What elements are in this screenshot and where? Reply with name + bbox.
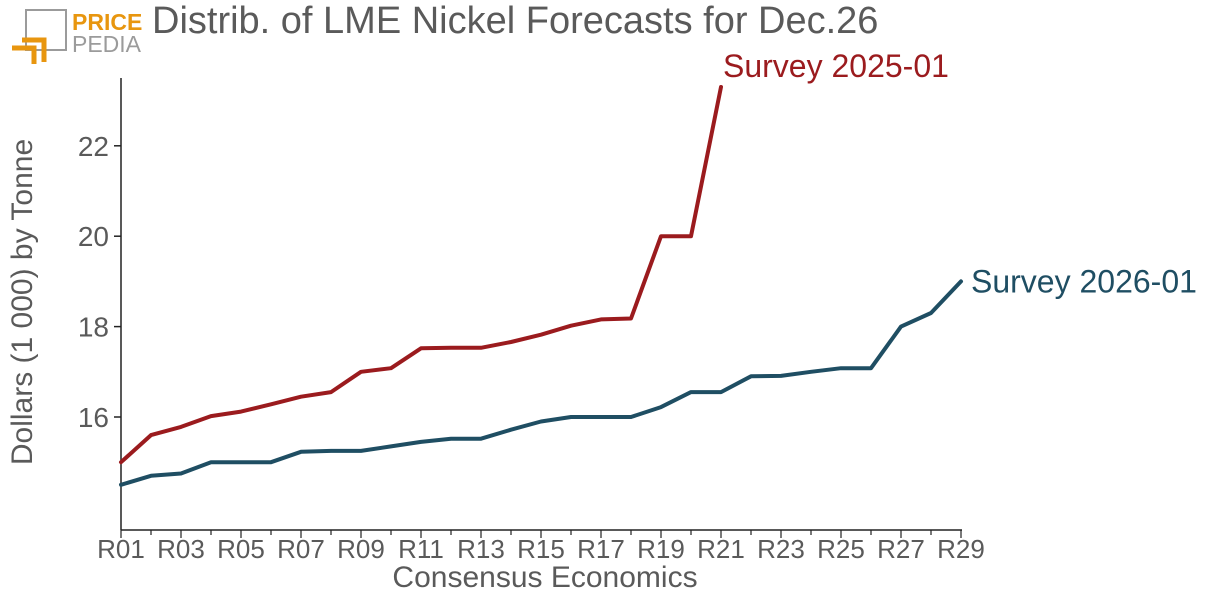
x-tick-label: R15: [517, 534, 565, 564]
series-label-2: Survey 2026-01: [971, 263, 1197, 299]
y-tick-label: 20: [78, 221, 109, 252]
x-tick-label: R01: [97, 534, 145, 564]
series-line-1: [119, 85, 723, 465]
chart-title: Distrib. of LME Nickel Forecasts for Dec…: [152, 0, 878, 42]
pricepedia-logo: PRICE PEDIA: [12, 9, 142, 64]
x-axis-ticks: R01 R03 R05 R07 R09 R11 R13 R15 R17 R19 R21 R23 R25 R…: [97, 530, 985, 564]
series-label-1: Survey 2025-01: [723, 48, 949, 84]
x-tick-label: R21: [697, 534, 745, 564]
logo-orange-bracket-small-icon: [12, 45, 37, 64]
x-tick-label: R19: [637, 534, 685, 564]
y-tick-label: 22: [78, 131, 109, 162]
y-axis-ticks: 16 18 20 22: [78, 131, 121, 433]
y-tick-label: 18: [78, 312, 109, 343]
y-axis-title: Dollars (1 000) by Tonne: [6, 139, 39, 465]
x-tick-label: R29: [937, 534, 985, 564]
logo-price-text: PRICE: [72, 9, 142, 35]
series-line-2: [119, 279, 963, 487]
x-axis-title: Consensus Economics: [392, 561, 697, 594]
logo-orange-bracket-icon: [22, 37, 47, 62]
x-tick-label: R03: [157, 534, 205, 564]
series-layer: Survey 2025-01 Survey 2026-01: [119, 48, 1197, 487]
x-tick-label: R13: [457, 534, 505, 564]
x-tick-label: R07: [277, 534, 325, 564]
x-tick-label: R11: [398, 534, 444, 564]
x-tick-label: R23: [757, 534, 805, 564]
x-tick-label: R09: [337, 534, 385, 564]
logo-pedia-text: PEDIA: [72, 31, 142, 57]
x-tick-label: R05: [217, 534, 265, 564]
x-tick-label: R27: [877, 534, 925, 564]
x-tick-label: R25: [817, 534, 865, 564]
x-tick-label: R17: [577, 534, 625, 564]
y-tick-label: 16: [78, 402, 109, 433]
